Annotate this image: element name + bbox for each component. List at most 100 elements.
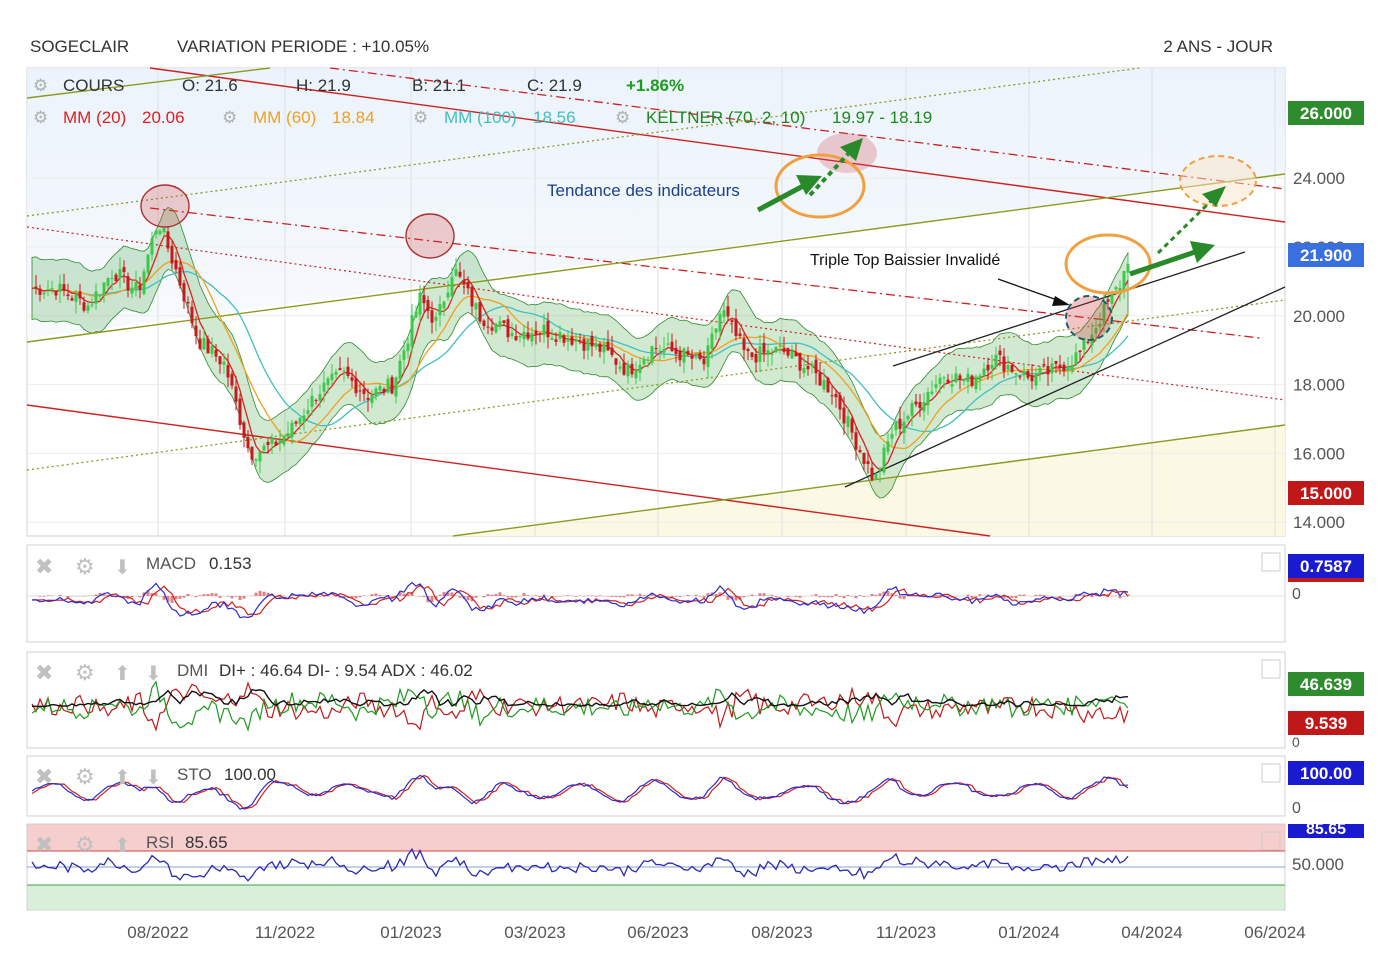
macd-bar (207, 594, 210, 596)
macd-bar (611, 596, 614, 597)
candle-body (119, 269, 122, 278)
macd-bar (591, 595, 594, 596)
top-marker-2 (406, 214, 454, 258)
macd-bar (759, 593, 762, 596)
macd-bar (847, 595, 850, 596)
candle-body (603, 343, 606, 352)
candle-body (415, 311, 418, 317)
candle-body (195, 326, 198, 336)
candle-body (355, 378, 358, 393)
gear-icon[interactable]: ⚙ (75, 660, 95, 685)
candle-body (271, 438, 274, 444)
candle-body (1007, 365, 1010, 370)
close-icon[interactable]: ✖ (35, 660, 53, 685)
arrow-up-icon[interactable]: ⬆ (114, 663, 131, 685)
candle-body (763, 343, 766, 353)
y-tick-label: 18.000 (1293, 376, 1345, 395)
gear-icon[interactable]: ⚙ (75, 554, 95, 579)
candle-body (175, 260, 178, 269)
gear-icon[interactable]: ⚙ (75, 832, 95, 857)
close-icon[interactable]: ✖ (35, 764, 53, 789)
candle-body (499, 321, 502, 327)
candle-body (587, 340, 590, 351)
candle-body (607, 341, 610, 350)
close-icon[interactable]: ✖ (35, 554, 53, 579)
gear-icon[interactable]: ⚙ (222, 108, 237, 127)
macd-bar (375, 593, 378, 596)
macd-bar (899, 596, 902, 598)
candle-body (143, 271, 146, 294)
candle-body (427, 300, 430, 311)
badge-current-value: 21.900 (1300, 246, 1352, 265)
candle-body (795, 352, 798, 356)
macd-bar (383, 595, 386, 596)
macd-bar (227, 596, 230, 597)
gear-icon[interactable]: ⚙ (615, 108, 630, 127)
macd-bar (715, 594, 718, 596)
x-tick-label: 01/2024 (998, 923, 1059, 942)
x-tick-label: 06/2024 (1244, 923, 1305, 942)
candle-body (323, 383, 326, 392)
candle-body (267, 442, 270, 445)
candle-body (535, 331, 538, 335)
dmi-value: DI+ : 46.64 DI- : 9.54 ADX : 46.02 (219, 661, 473, 680)
candle-body (1047, 366, 1050, 374)
candle-body (647, 360, 650, 361)
arrow-down-icon[interactable]: ⬇ (145, 767, 162, 789)
macd-bar (507, 596, 510, 597)
candle-body (139, 285, 142, 290)
candle-body (639, 365, 642, 373)
arrow-down-icon[interactable]: ⬇ (145, 663, 162, 685)
candle-body (843, 408, 846, 424)
arrow-up-icon[interactable]: ⬆ (114, 835, 131, 857)
arrow-up-icon[interactable]: ⬆ (114, 767, 131, 789)
candle-body (359, 390, 362, 391)
candle-body (643, 359, 646, 365)
candle-body (91, 304, 94, 305)
candle-body (683, 348, 686, 362)
candle-body (999, 351, 1002, 355)
macd-value: 0.153 (209, 554, 252, 573)
candle-body (687, 351, 690, 354)
rsi-value: 85.65 (185, 833, 228, 852)
macd-bar (967, 595, 970, 596)
candle-body (991, 365, 994, 369)
macd-bar (859, 595, 862, 596)
candle-body (983, 368, 986, 375)
candle-body (39, 289, 42, 295)
macd-bar (263, 592, 266, 596)
macd-bar (631, 594, 634, 596)
candle-body (223, 362, 226, 365)
macd-badge-underline (1288, 578, 1364, 582)
gear-icon[interactable]: ⚙ (33, 108, 48, 127)
change-value: +1.86% (626, 76, 684, 95)
macd-bar (843, 596, 846, 598)
macd-bar (219, 596, 222, 598)
candle-body (435, 317, 438, 321)
candle-body (883, 448, 886, 473)
candle-body (1087, 342, 1090, 343)
x-tick-label: 06/2023 (627, 923, 688, 942)
rsi-oversold-zone (27, 885, 1285, 910)
candle-body (303, 415, 306, 422)
candle-body (691, 356, 694, 359)
macd-bar (687, 595, 690, 596)
gear-icon[interactable]: ⚙ (33, 76, 48, 95)
candle-body (371, 395, 374, 403)
macd-bar (623, 596, 626, 597)
macd-bar (259, 591, 262, 596)
candle-body (667, 344, 670, 345)
candle-body (943, 377, 946, 378)
gear-icon[interactable]: ⚙ (413, 108, 428, 127)
candle-body (299, 418, 302, 424)
macd-bar (231, 596, 234, 598)
candle-body (807, 366, 810, 369)
arrow-down-icon[interactable]: ⬇ (114, 557, 131, 579)
macd-bar (971, 596, 974, 598)
macd-bar (1023, 595, 1026, 596)
macd-bar (439, 595, 442, 596)
close-icon[interactable]: ✖ (35, 832, 53, 857)
candle-body (611, 348, 614, 356)
gear-icon[interactable]: ⚙ (75, 764, 95, 789)
candle-body (187, 302, 190, 303)
